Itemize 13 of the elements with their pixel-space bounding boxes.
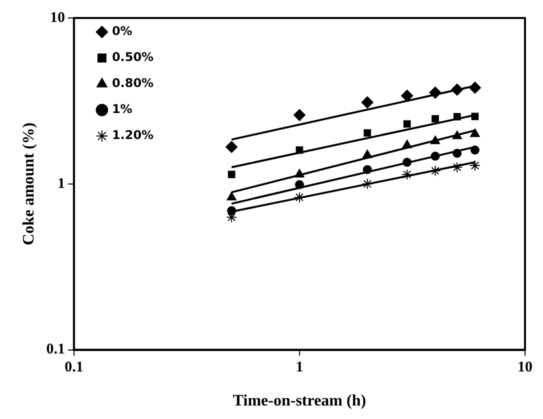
y-axis-title: Coke amount (%): [20, 122, 38, 246]
x-tick-label: 0.1: [64, 360, 84, 376]
y-tick-label: 0.1: [46, 342, 65, 358]
legend-label: 0.80%: [112, 76, 154, 90]
legend-label: 1.20%: [112, 128, 154, 142]
legend-label: 0%: [112, 24, 132, 38]
x-tick-label: 10: [518, 360, 532, 376]
y-tick-label: 10: [50, 10, 65, 26]
legend-label: 0.50%: [112, 50, 154, 64]
legend-label: 1%: [112, 102, 132, 116]
x-tick-label: 1: [296, 360, 304, 376]
x-axis-title: Time-on-stream (h): [232, 392, 366, 410]
y-tick-label: 1: [57, 176, 65, 192]
